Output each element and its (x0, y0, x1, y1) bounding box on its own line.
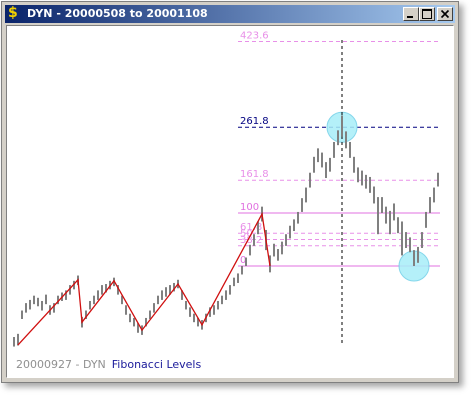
zigzag-line (17, 212, 271, 346)
study-name[interactable]: Fibonacci Levels (111, 358, 202, 371)
minimize-button[interactable] (403, 7, 419, 21)
close-icon (440, 9, 450, 19)
fib-level-label: 0 (240, 255, 246, 266)
status-line: 20000927 - DYN Fibonacci Levels (16, 358, 201, 371)
window: $ DYN - 20000508 to 20001108 (1, 1, 459, 383)
fib-level-label: 161.8 (240, 169, 269, 180)
chart-area (6, 25, 454, 378)
close-button[interactable] (437, 7, 453, 21)
fib-level-label: 261.8 (240, 116, 269, 127)
window-title: DYN - 20000508 to 20001108 (27, 7, 208, 20)
app-icon[interactable]: $ (8, 5, 18, 21)
fib-level-label: 423.6 (240, 30, 269, 41)
fib-level-label: 50 (240, 229, 253, 240)
fib-level-label: 100 (240, 202, 259, 213)
maximize-button[interactable] (419, 7, 435, 21)
fib-level-label: 38.2 (240, 235, 262, 246)
fib-level-label: 61.8 (240, 222, 262, 233)
title-bar[interactable]: $ DYN - 20000508 to 20001108 (5, 5, 455, 23)
status-date: 20000927 - DYN (16, 358, 106, 371)
